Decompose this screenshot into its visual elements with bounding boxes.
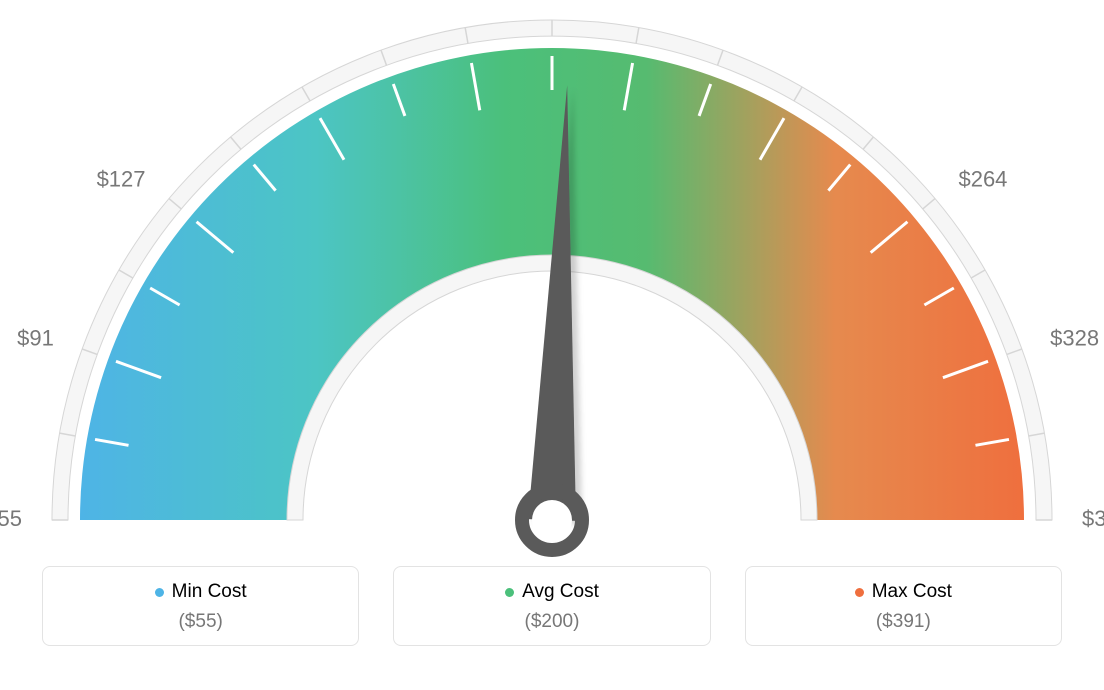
gauge-tick-label: $55 — [0, 506, 22, 531]
legend-dot-max — [855, 588, 864, 597]
legend-dot-min — [155, 588, 164, 597]
gauge-tick-label: $264 — [958, 167, 1007, 192]
gauge-hub-inner — [532, 500, 572, 540]
legend-dot-avg — [505, 588, 514, 597]
legend-min-value: ($55) — [53, 611, 348, 633]
gauge-tick-label: $328 — [1050, 325, 1099, 350]
gauge-chart: $55$91$127$200$264$328$391 — [0, 0, 1104, 560]
legend-row: Min Cost ($55) Avg Cost ($200) Max Cost … — [0, 566, 1104, 646]
legend-max-label: Max Cost — [872, 581, 952, 603]
legend-avg-label: Avg Cost — [522, 581, 599, 603]
gauge-svg: $55$91$127$200$264$328$391 — [0, 0, 1104, 560]
legend-min: Min Cost ($55) — [42, 566, 359, 646]
gauge-tick-label: $91 — [17, 325, 54, 350]
legend-avg-value: ($200) — [404, 611, 699, 633]
gauge-group: $55$91$127$200$264$328$391 — [0, 0, 1104, 550]
legend-max-value: ($391) — [756, 611, 1051, 633]
legend-max: Max Cost ($391) — [745, 566, 1062, 646]
legend-avg: Avg Cost ($200) — [393, 566, 710, 646]
gauge-tick-label: $127 — [97, 167, 146, 192]
gauge-tick-label: $391 — [1082, 506, 1104, 531]
legend-min-label: Min Cost — [172, 581, 247, 603]
